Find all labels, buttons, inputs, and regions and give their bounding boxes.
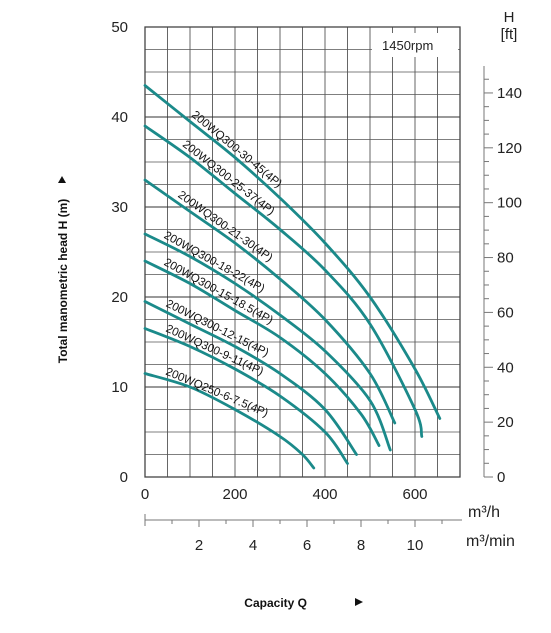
curve-line — [143, 259, 381, 447]
y-axis-label-group: Total manometric head H (m) — [56, 176, 70, 363]
right-tick-label: 40 — [497, 359, 514, 376]
y-tick-label: 10 — [111, 379, 128, 396]
curve-line — [143, 300, 358, 456]
y-tick-label: 20 — [111, 289, 128, 306]
y-tick-label: 40 — [111, 109, 128, 126]
right-tick-label: 20 — [497, 414, 514, 431]
rpm-box — [372, 33, 458, 57]
curve-line — [143, 327, 349, 465]
y-axis-label: Total manometric head H (m) — [56, 199, 70, 363]
curve-labels: 200WQ300-30-45(4P)200WQ300-25-37(4P)200W… — [162, 109, 284, 420]
x2-tick-label: 10 — [407, 537, 424, 554]
x-axis-unit: m³/h — [468, 504, 500, 521]
x-tick-label: 600 — [402, 486, 427, 503]
right-axis-title: H — [504, 9, 515, 26]
secondary-x-axis: 2 4 6 8 10 — [144, 514, 462, 554]
y-tick-label: 0 — [120, 469, 128, 486]
right-axis-unit: [ft] — [501, 26, 518, 43]
x-axis-label: Capacity Q — [244, 596, 307, 610]
x-axis-arrow-icon — [355, 598, 363, 606]
right-tick-label: 100 — [497, 195, 522, 212]
x2-tick-label: 8 — [357, 537, 365, 554]
right-tick-label: 80 — [497, 250, 514, 267]
performance-curves — [143, 84, 442, 470]
y-axis-arrow-icon — [58, 176, 66, 183]
x2-axis-unit: m³/min — [466, 533, 515, 550]
right-tick-label: 120 — [497, 140, 522, 157]
right-tick-label: 60 — [497, 304, 514, 321]
right-tick-label: 140 — [497, 85, 522, 102]
x-tick-label: 0 — [141, 486, 149, 503]
x2-tick-label: 6 — [303, 537, 311, 554]
curve-line — [143, 372, 316, 470]
curve-line — [143, 84, 442, 420]
x-tick-label: 400 — [312, 486, 337, 503]
right-tick-label: 0 — [497, 469, 505, 486]
y-tick-label: 50 — [111, 19, 128, 36]
plot-frame — [144, 26, 461, 478]
x2-tick-label: 4 — [249, 537, 257, 554]
curve-line — [143, 232, 392, 452]
curve-line — [143, 124, 424, 438]
x2-tick-label: 2 — [195, 537, 203, 554]
x-axis-ticks: 0 200 400 600 — [141, 486, 428, 503]
right-axis-ticks: 0 20 40 60 80 100 120 140 — [483, 66, 522, 486]
y-tick-label: 30 — [111, 199, 128, 216]
rpm-annotation: 1450rpm — [382, 38, 433, 53]
y-axis-ticks: 0 10 20 30 40 50 — [111, 19, 128, 486]
curve-line — [143, 178, 397, 425]
x-tick-label: 200 — [222, 486, 247, 503]
plot-border — [144, 26, 461, 478]
